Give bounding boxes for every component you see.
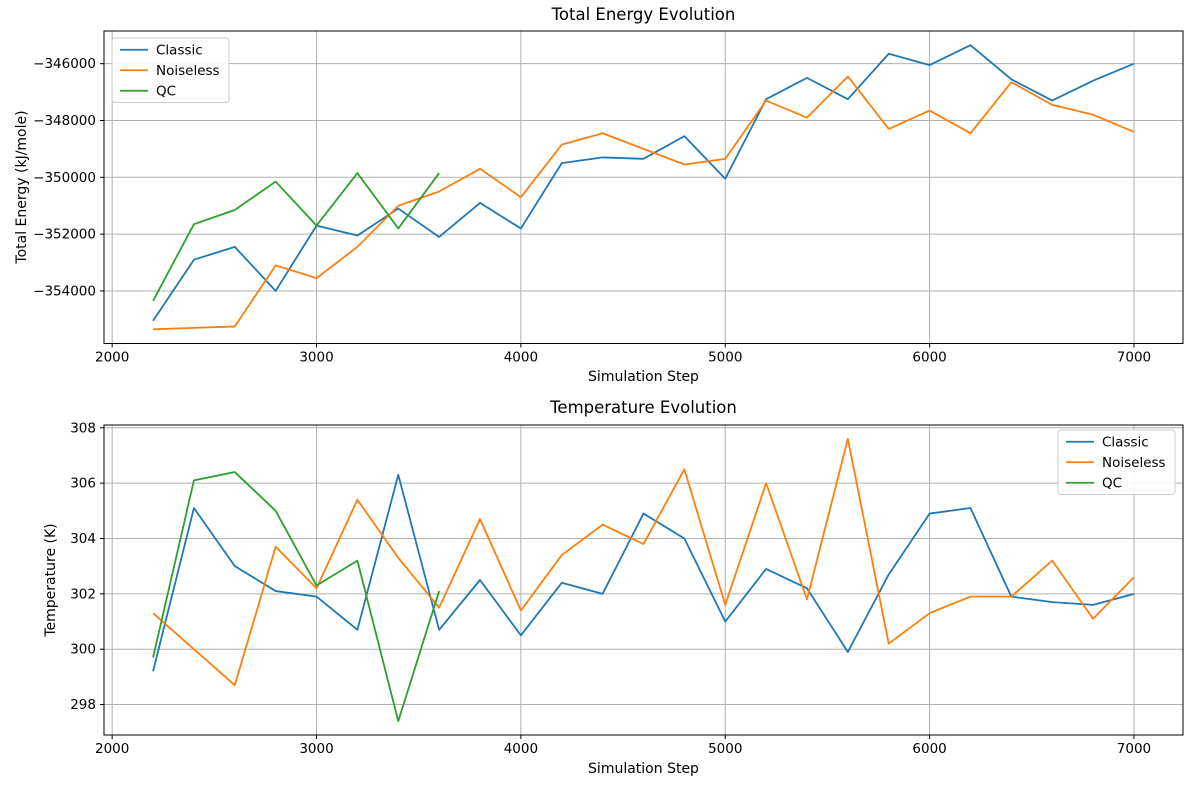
y-tick-label: 302 xyxy=(70,586,96,602)
y-tick-label: −346000 xyxy=(33,56,96,72)
legend-box xyxy=(111,37,230,103)
series-line-noiseless xyxy=(153,75,1135,331)
series-line-qc xyxy=(152,471,440,723)
y-tick-label: 308 xyxy=(70,420,96,436)
x-tick-label: 2000 xyxy=(95,350,129,366)
axes-spines xyxy=(103,424,1184,736)
x-tick-label: 6000 xyxy=(912,350,946,366)
y-tick-label: 304 xyxy=(70,531,96,547)
x-tick-label: 5000 xyxy=(708,741,742,757)
x-tick-label: 7000 xyxy=(1117,350,1151,366)
y-axis-label-temperature: Temperature (K) xyxy=(43,523,59,637)
x-tick-label: 3000 xyxy=(299,741,333,757)
y-tick-label: −348000 xyxy=(33,113,96,129)
y-tick-label: −354000 xyxy=(33,283,96,299)
series-line-classic xyxy=(152,473,1135,672)
legend-box xyxy=(1057,429,1176,495)
legend-label-qc: QC xyxy=(1102,476,1122,492)
axes-spines xyxy=(103,30,1184,344)
series-line-noiseless xyxy=(152,437,1135,687)
y-tick-label: −352000 xyxy=(33,227,96,243)
y-tick-label: −350000 xyxy=(33,170,96,186)
y-tick-label: 298 xyxy=(70,697,96,713)
legend-label-qc: QC xyxy=(156,84,176,100)
x-axis-label-total-energy: Simulation Step xyxy=(588,369,699,385)
y-axis-label-total-energy: Total Energy (kJ/mole) xyxy=(14,110,30,264)
chart-title-total-energy: Total Energy Evolution xyxy=(551,5,736,24)
x-tick-label: 4000 xyxy=(504,741,538,757)
x-tick-label: 6000 xyxy=(912,741,946,757)
legend-label-noiseless: Noiseless xyxy=(156,63,220,79)
y-tick-label: 300 xyxy=(70,642,96,658)
x-tick-label: 4000 xyxy=(504,350,538,366)
y-tick-label: 306 xyxy=(70,476,96,492)
x-tick-label: 7000 xyxy=(1117,741,1151,757)
series-line-qc xyxy=(152,172,440,302)
legend-label-noiseless: Noiseless xyxy=(1102,455,1166,471)
series-line-classic xyxy=(152,44,1135,322)
legend-label-classic: Classic xyxy=(1102,435,1149,451)
x-axis-label-temperature: Simulation Step xyxy=(588,761,699,777)
x-tick-label: 2000 xyxy=(95,741,129,757)
legend-label-classic: Classic xyxy=(156,43,203,59)
x-tick-label: 5000 xyxy=(708,350,742,366)
chart-title-temperature: Temperature Evolution xyxy=(550,398,737,417)
x-tick-label: 3000 xyxy=(299,350,333,366)
